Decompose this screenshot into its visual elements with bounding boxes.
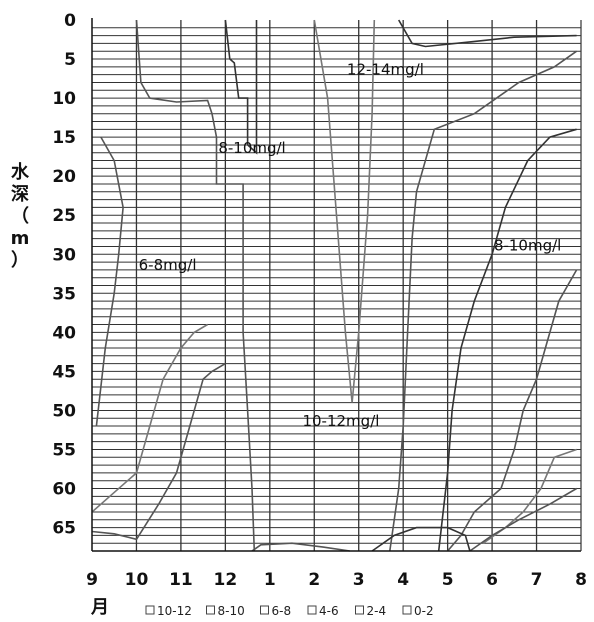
y-tick-label: 5	[64, 50, 76, 70]
contour-line-c1	[135, 19, 256, 552]
contour-line-c10	[469, 487, 578, 552]
annotation-label: 6-8mg/l	[139, 256, 197, 274]
x-tick-label: 5	[442, 570, 454, 590]
legend-label: 4-6	[319, 604, 339, 618]
annotations: 12-14mg/l 8-10mg/l 6-8mg/l 8-10mg/l 10-12mg/…	[139, 61, 562, 430]
annotation-label: 12-14mg/l	[347, 61, 424, 79]
contour-line-c3	[95, 136, 124, 427]
contour-line-c11	[91, 323, 209, 513]
legend-entry: 10-12	[145, 604, 192, 618]
legend-label: 8-10	[218, 604, 245, 618]
x-tick-label: 12	[214, 570, 238, 590]
y-axis-title-char: ）	[11, 250, 29, 271]
y-axis-title-char: 水	[11, 161, 30, 183]
x-tick-label: 6	[486, 570, 498, 590]
legend-swatch	[307, 605, 317, 615]
legend-entry: 6-8	[260, 604, 292, 618]
legend-swatch	[260, 605, 269, 615]
x-tick-labels: 9 10 11 12 1 2 3 4 5 6 7 8	[86, 570, 587, 590]
contour-line-c5	[398, 19, 577, 48]
legend-swatch	[145, 605, 155, 615]
x-tick-label: 3	[353, 570, 365, 590]
contour-line-c6	[389, 50, 578, 552]
y-axis-title: 水深（m）	[11, 161, 30, 271]
legend-entry: 4-6	[307, 604, 339, 618]
legend-label: 2-4	[367, 604, 387, 618]
annotation-label: 10-12mg/l	[302, 412, 379, 430]
y-axis-title-char: m	[11, 228, 30, 249]
y-tick-label: 55	[52, 440, 76, 460]
y-axis-title-char: （	[11, 206, 29, 227]
x-tick-label: 7	[531, 570, 543, 590]
legend-label: 10-12	[157, 604, 192, 618]
contour-line-c2	[224, 19, 258, 155]
grid-layer	[92, 20, 581, 551]
legend: 10-12 8-10 6-8 4-6 2-4 0-2	[145, 604, 434, 618]
annotation-label: 8-10mg/l	[494, 236, 561, 254]
contour-line-c4	[313, 19, 376, 403]
legend-label: 0-2	[414, 604, 434, 618]
legend-label: 6-8	[272, 604, 292, 618]
x-tick-label: 11	[169, 570, 193, 590]
legend-swatch	[206, 605, 215, 615]
y-tick-label: 15	[52, 128, 76, 148]
y-tick-label: 60	[52, 480, 76, 500]
y-tick-label: 30	[52, 245, 76, 265]
y-tick-label: 45	[52, 362, 76, 382]
contour-line-c13	[371, 526, 471, 552]
x-tick-label: 9	[86, 570, 98, 590]
y-axis-title-char: 深	[11, 183, 29, 205]
x-axis-title: 月	[90, 597, 109, 618]
x-tick-label: 1	[264, 570, 276, 590]
contour-line-c7	[437, 128, 577, 552]
x-tick-label: 8	[575, 570, 587, 590]
legend-entry: 0-2	[402, 604, 434, 618]
contour-line-c14	[251, 542, 350, 552]
y-tick-label: 20	[52, 167, 76, 187]
legend-entry: 8-10	[206, 604, 245, 618]
annotation-label: 8-10mg/l	[218, 139, 285, 157]
legend-entry: 2-4	[355, 604, 387, 618]
x-tick-label: 2	[308, 570, 320, 590]
y-tick-label: 35	[52, 284, 76, 304]
y-tick-label: 40	[52, 323, 76, 343]
y-tick-label: 25	[52, 206, 76, 226]
contour-layer	[91, 19, 578, 552]
x-tick-label: 10	[125, 570, 149, 590]
y-tick-label: 0	[64, 11, 76, 31]
legend-swatch	[402, 605, 412, 615]
y-tick-label: 10	[52, 89, 76, 109]
legend-swatch	[355, 605, 364, 615]
contour-line-c12	[91, 362, 226, 541]
y-tick-label: 65	[52, 519, 76, 539]
y-tick-labels: 0 5 10 15 20 25 30 35 40 45 50 55 60 65	[52, 11, 76, 539]
contour-line-c8	[446, 269, 578, 552]
x-tick-label: 4	[397, 570, 409, 590]
y-tick-label: 50	[52, 401, 76, 421]
frame-layer	[91, 18, 582, 552]
